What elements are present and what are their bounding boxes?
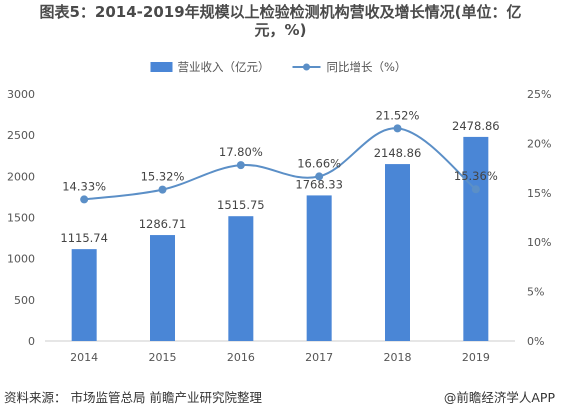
y-right-tick-label: 20%	[527, 137, 551, 150]
growth-value-label: 17.80%	[219, 145, 263, 159]
bar-value-label: 2148.86	[374, 146, 422, 160]
x-tick-label: 2014	[70, 351, 98, 364]
x-tick-label: 2016	[227, 351, 255, 364]
y-right-tick-label: 5%	[527, 286, 544, 299]
y-left-tick-label: 2000	[7, 170, 35, 183]
growth-value-label: 15.36%	[454, 169, 498, 183]
source-note: 资料来源： 市场监管总局 前瞻产业研究院整理	[4, 390, 262, 405]
growth-point	[393, 124, 402, 133]
x-tick-label: 2018	[384, 351, 412, 364]
y-right-tick-label: 25%	[527, 88, 551, 101]
x-tick-label: 2019	[462, 351, 490, 364]
legend-line-label: 同比增长（%）	[327, 60, 407, 74]
growth-value-label: 14.33%	[62, 179, 106, 193]
growth-value-label: 21.52%	[376, 108, 420, 122]
bar-value-label: 1515.75	[217, 198, 265, 212]
combo-chart: 营业收入（亿元） 同比增长（%） 0 500 1000 1500 2000 2500 3000 0…	[7, 60, 551, 364]
growth-value-label: 16.66%	[297, 156, 341, 170]
x-tick-label: 2015	[149, 351, 177, 364]
bar	[150, 235, 175, 341]
bar-value-label: 1286.71	[139, 217, 187, 231]
y-left-tick-label: 500	[14, 294, 35, 307]
y-left-tick-label: 1500	[7, 212, 35, 225]
y-left-tick-label: 3000	[7, 88, 35, 101]
legend-line-marker	[303, 63, 310, 71]
brand-credit: @前瞻经济学人APP	[443, 390, 555, 405]
growth-line	[84, 127, 477, 201]
growth-point	[158, 185, 167, 194]
chart-title: 图表5：2014-2019年规模以上检验检测机构营收及增长情况(单位：亿 元，%…	[0, 0, 561, 44]
y-right-tick-label: 0%	[527, 335, 544, 348]
bar	[71, 249, 97, 341]
chart-title-line2: 元，%)	[254, 21, 307, 39]
x-tick-label: 2017	[305, 351, 333, 364]
bar-value-label: 1115.74	[60, 231, 108, 245]
growth-point	[236, 161, 245, 170]
y-left-tick-label: 2500	[7, 129, 35, 142]
growth-point	[471, 185, 480, 194]
bar	[306, 195, 332, 341]
y-right-tick-label: 10%	[527, 236, 551, 249]
y-left-tick-label: 0	[28, 335, 35, 348]
y-right-tick-label: 15%	[527, 187, 551, 200]
growth-point	[315, 172, 324, 181]
legend-bar-swatch	[150, 62, 173, 72]
bar-value-label: 2478.86	[452, 119, 500, 133]
growth-point	[80, 195, 89, 204]
growth-value-label: 15.32%	[141, 170, 185, 184]
chart-title-line1: 图表5：2014-2019年规模以上检验检测机构营收及增长情况(单位：亿	[39, 3, 522, 21]
bar-value-label: 1768.33	[295, 177, 343, 191]
y-left-tick-label: 1000	[7, 253, 35, 266]
footer: 资料来源： 市场监管总局 前瞻产业研究院整理 @前瞻经济学人APP	[0, 381, 561, 411]
bar	[385, 164, 410, 341]
bar	[228, 216, 254, 341]
bar	[463, 136, 489, 341]
legend-bar-label: 营业收入（亿元）	[178, 60, 270, 74]
